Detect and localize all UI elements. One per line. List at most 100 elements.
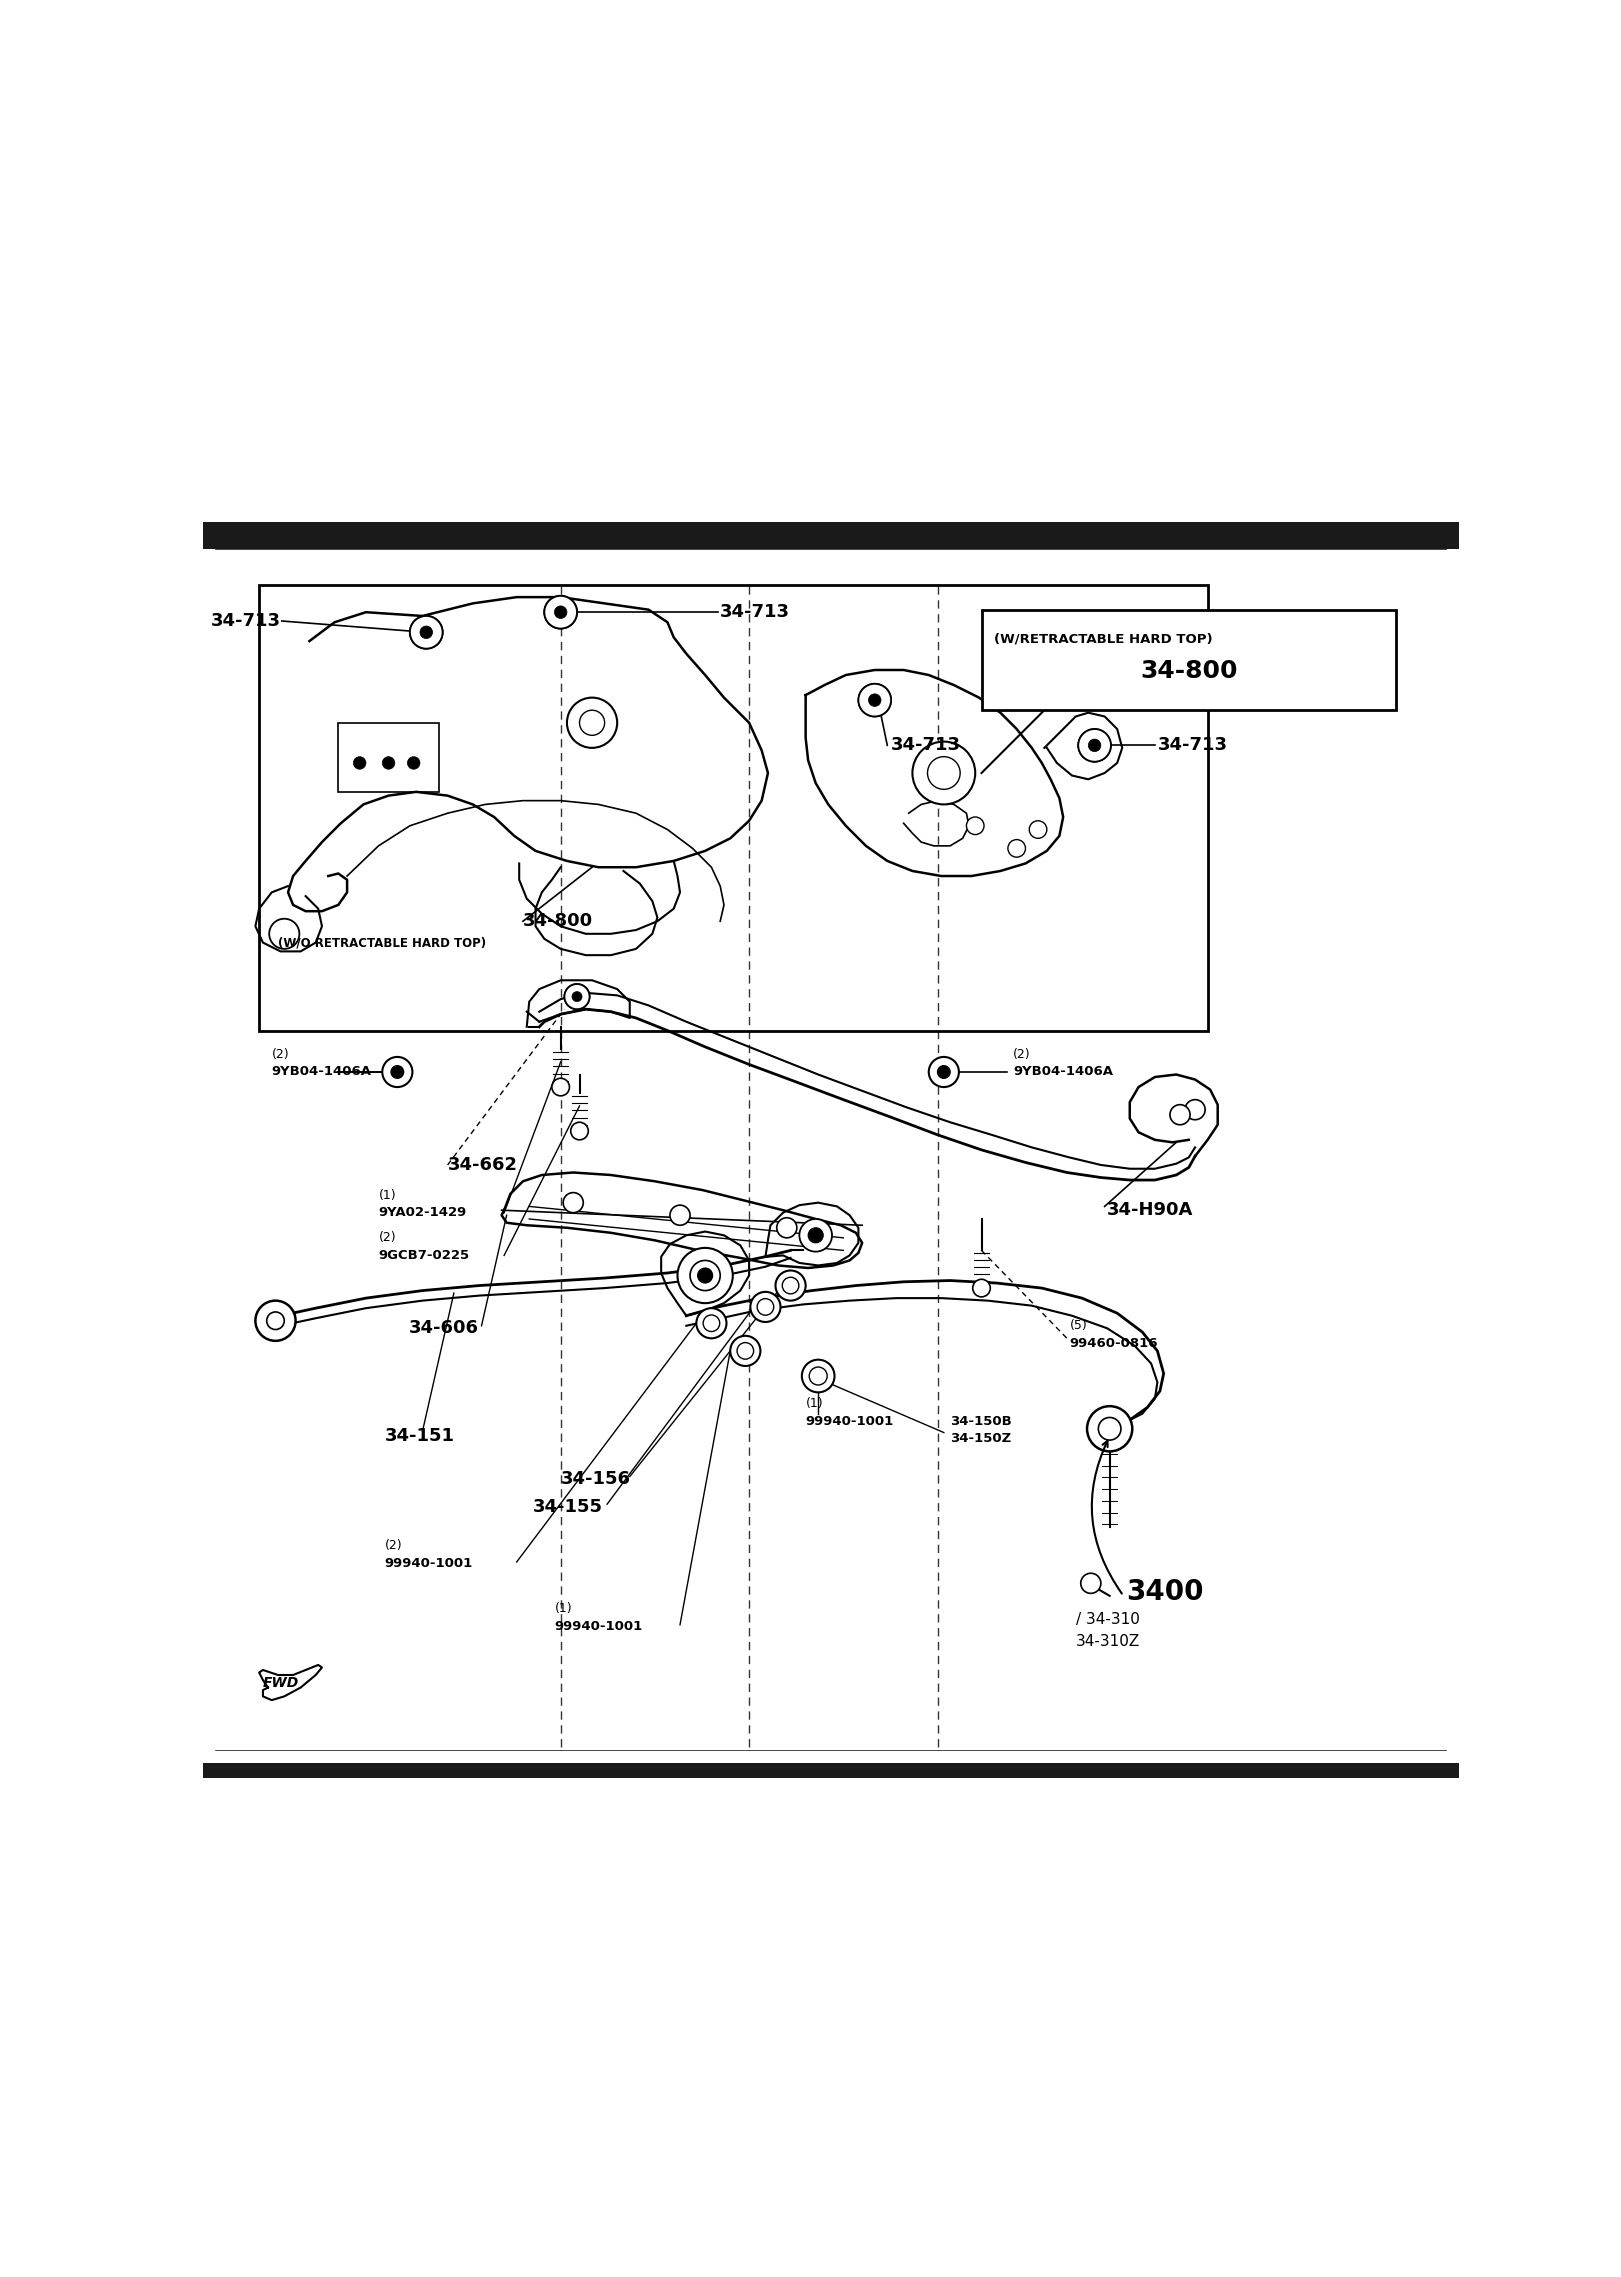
Text: 34-155: 34-155 <box>533 1498 603 1516</box>
Circle shape <box>859 683 892 717</box>
Text: 34-606: 34-606 <box>408 1318 480 1337</box>
Circle shape <box>913 742 976 804</box>
Text: (1): (1) <box>554 1603 572 1614</box>
Circle shape <box>697 1268 713 1282</box>
Circle shape <box>545 597 577 628</box>
Circle shape <box>562 1193 584 1214</box>
Circle shape <box>731 1337 760 1366</box>
Text: 34-713: 34-713 <box>211 613 280 631</box>
Text: 9YB04-1406A: 9YB04-1406A <box>272 1066 371 1079</box>
Circle shape <box>353 756 366 770</box>
Circle shape <box>697 1309 726 1339</box>
Text: 99940-1001: 99940-1001 <box>384 1557 473 1569</box>
Circle shape <box>383 1057 412 1086</box>
Text: 34-713: 34-713 <box>892 735 961 754</box>
Circle shape <box>859 683 892 717</box>
Circle shape <box>691 1261 720 1291</box>
Text: 34-800: 34-800 <box>524 913 593 931</box>
Circle shape <box>391 1066 404 1079</box>
Circle shape <box>776 1218 798 1239</box>
Circle shape <box>571 1123 588 1141</box>
Text: 34-H90A: 34-H90A <box>1107 1202 1193 1218</box>
Circle shape <box>966 817 984 836</box>
Circle shape <box>757 1298 773 1316</box>
Circle shape <box>802 1359 835 1391</box>
Text: 34-150B: 34-150B <box>950 1414 1012 1428</box>
Text: 9YB04-1406A: 9YB04-1406A <box>1013 1066 1114 1079</box>
Circle shape <box>669 1205 691 1225</box>
Circle shape <box>567 697 618 747</box>
Text: (2): (2) <box>384 1539 402 1553</box>
Circle shape <box>553 603 569 619</box>
Circle shape <box>564 984 590 1009</box>
Circle shape <box>809 1227 823 1243</box>
Circle shape <box>799 1218 832 1252</box>
Bar <box>203 1762 1459 1778</box>
Circle shape <box>704 1314 720 1332</box>
Text: 34-156: 34-156 <box>561 1471 631 1489</box>
Text: 34-713: 34-713 <box>1157 735 1227 754</box>
Circle shape <box>383 756 396 770</box>
Text: 34-800: 34-800 <box>1140 658 1237 683</box>
Text: (W/O RETRACTABLE HARD TOP): (W/O RETRACTABLE HARD TOP) <box>279 936 486 950</box>
Circle shape <box>267 1312 284 1330</box>
Circle shape <box>410 617 443 649</box>
Text: 99940-1001: 99940-1001 <box>554 1619 642 1633</box>
Circle shape <box>1078 729 1110 763</box>
Circle shape <box>1088 740 1101 751</box>
Text: 9GCB7-0225: 9GCB7-0225 <box>379 1248 470 1261</box>
Circle shape <box>1185 1100 1204 1120</box>
Text: 3400: 3400 <box>1127 1578 1203 1605</box>
Circle shape <box>269 918 300 950</box>
Text: 34-662: 34-662 <box>447 1157 517 1175</box>
Circle shape <box>1170 1104 1190 1125</box>
Circle shape <box>1099 1419 1122 1439</box>
Text: 34-713: 34-713 <box>720 603 789 622</box>
Circle shape <box>571 990 584 1002</box>
Circle shape <box>1088 1407 1133 1450</box>
Circle shape <box>809 1366 827 1384</box>
Bar <box>259 585 1208 1031</box>
Text: (2): (2) <box>379 1232 396 1243</box>
Text: 34-151: 34-151 <box>384 1428 456 1446</box>
Circle shape <box>738 1343 754 1359</box>
Circle shape <box>554 606 567 619</box>
Circle shape <box>929 1057 960 1086</box>
Text: / 34-310: / 34-310 <box>1076 1612 1140 1628</box>
Circle shape <box>1029 820 1047 838</box>
Circle shape <box>678 1248 733 1302</box>
Circle shape <box>937 1066 950 1079</box>
Circle shape <box>1081 1573 1101 1594</box>
Text: (1): (1) <box>379 1189 396 1202</box>
Text: (1): (1) <box>806 1398 823 1409</box>
Text: 34-150Z: 34-150Z <box>950 1432 1012 1446</box>
Text: (5): (5) <box>1070 1318 1088 1332</box>
Bar <box>203 521 1459 549</box>
Text: (2): (2) <box>272 1047 289 1061</box>
Circle shape <box>867 692 882 708</box>
Circle shape <box>869 694 882 706</box>
Bar <box>339 722 439 792</box>
Text: 34-310Z: 34-310Z <box>1076 1633 1140 1649</box>
Text: 99940-1001: 99940-1001 <box>806 1414 893 1428</box>
Circle shape <box>545 597 577 628</box>
Circle shape <box>1088 738 1102 754</box>
Text: (W/RETRACTABLE HARD TOP): (W/RETRACTABLE HARD TOP) <box>994 633 1213 644</box>
Circle shape <box>775 1271 806 1300</box>
Circle shape <box>256 1300 295 1341</box>
Circle shape <box>751 1291 781 1323</box>
Circle shape <box>973 1280 990 1298</box>
Circle shape <box>551 1079 569 1095</box>
Circle shape <box>418 624 434 640</box>
Circle shape <box>580 710 605 735</box>
Circle shape <box>927 756 960 790</box>
Circle shape <box>783 1277 799 1293</box>
Text: FWD: FWD <box>263 1676 298 1690</box>
Circle shape <box>1008 840 1026 856</box>
Text: 9YA02-1429: 9YA02-1429 <box>379 1207 467 1218</box>
Text: 99460-0816: 99460-0816 <box>1070 1337 1157 1350</box>
Circle shape <box>407 756 420 770</box>
Circle shape <box>1078 729 1110 763</box>
Circle shape <box>572 990 582 1002</box>
Circle shape <box>564 984 590 1009</box>
